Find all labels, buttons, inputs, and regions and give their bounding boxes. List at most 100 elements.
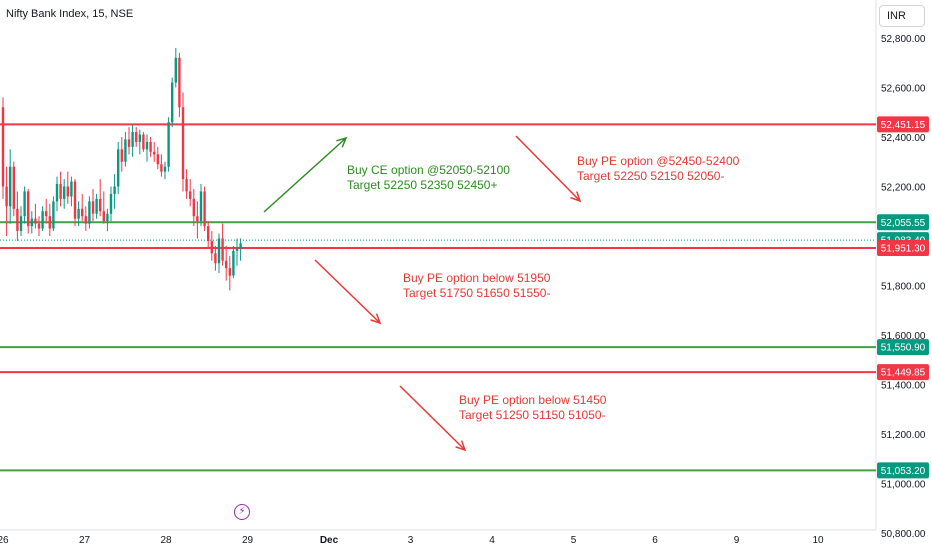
annotation-pe-buy-middle: Buy PE option below 51950 Target 51750 5… xyxy=(403,271,550,301)
date-tick-label: 28 xyxy=(160,535,172,546)
price-tick-label: 51,000.00 xyxy=(881,480,926,491)
candle-body xyxy=(106,213,109,222)
candle-body xyxy=(77,208,80,219)
candle-body xyxy=(88,201,91,224)
price-tick-label: 51,600.00 xyxy=(881,331,926,342)
candle-body xyxy=(84,216,87,224)
date-tick-label: 27 xyxy=(79,535,91,546)
candle-body xyxy=(131,132,134,147)
price-level-tag xyxy=(877,240,929,257)
lightning-icon[interactable]: ⚡ xyxy=(234,504,250,520)
annotation-pe-upper-line1: Buy PE option @52450-52400 xyxy=(577,154,740,168)
candle-body xyxy=(5,186,8,207)
candle-body xyxy=(55,184,59,202)
arrow-down-pe-upper-head xyxy=(570,191,582,203)
candle-body xyxy=(45,211,48,217)
candle-body xyxy=(239,243,242,249)
candle-body xyxy=(210,240,213,254)
annotation-pe-lower-line2: Target 51250 51150 51050- xyxy=(459,408,606,422)
candle-body xyxy=(23,191,26,217)
candle-body xyxy=(9,166,12,207)
candle-body xyxy=(235,248,239,251)
candle-body xyxy=(228,268,231,276)
candle-body xyxy=(34,218,37,224)
date-tick-label: 5 xyxy=(571,535,577,546)
candle-body xyxy=(73,181,77,219)
price-level-tag xyxy=(877,462,929,479)
candle-body xyxy=(81,208,84,217)
candle-body xyxy=(181,107,185,180)
candle-body xyxy=(1,107,5,187)
annotation-ce-line1: Buy CE option @52050-52100 xyxy=(347,163,510,177)
currency-selector[interactable]: INR xyxy=(879,5,925,27)
candle-body xyxy=(199,191,203,222)
candle-body xyxy=(12,166,15,209)
arrow-down-pe-upper xyxy=(515,135,581,202)
arrow-up-ce xyxy=(263,137,347,213)
candle-body xyxy=(27,191,30,227)
candle-body xyxy=(59,184,62,199)
candle-body xyxy=(145,141,149,150)
candle-body xyxy=(171,82,174,123)
annotation-pe-middle-line2: Target 51750 51650 51550- xyxy=(403,286,551,300)
candle-body xyxy=(153,151,156,155)
candle-body xyxy=(52,201,55,229)
price-tick-label: 51,400.00 xyxy=(881,381,926,392)
price-level-tag-label: 51,449.85 xyxy=(881,368,926,379)
candle-body xyxy=(63,186,66,199)
arrow-down-pe-lower-head xyxy=(455,440,467,452)
candle-body xyxy=(163,166,167,172)
annotation-ce-line2: Target 52250 52350 52450+ xyxy=(347,178,498,192)
candle-body xyxy=(207,226,210,241)
candle-body xyxy=(138,134,141,142)
candle-body xyxy=(203,191,206,227)
candle-body xyxy=(135,132,138,142)
price-tick-label: 52,400.00 xyxy=(881,133,926,144)
candle-body xyxy=(48,216,51,229)
candle-body xyxy=(232,250,235,276)
price-tick-label: 50,800.00 xyxy=(881,529,926,540)
annotation-pe-buy-upper: Buy PE option @52450-52400 Target 52250 … xyxy=(577,154,739,184)
price-tick-label: 52,600.00 xyxy=(881,84,926,95)
candle-body xyxy=(156,154,159,165)
candle-body xyxy=(214,253,217,264)
candle-body xyxy=(66,186,69,197)
annotation-pe-upper-line2: Target 52250 52150 52050- xyxy=(577,169,725,183)
annotation-ce-buy: Buy CE option @52050-52100 Target 52250 … xyxy=(347,163,510,193)
candle-body xyxy=(225,260,228,269)
candle-body xyxy=(160,164,163,172)
date-tick-label: 6 xyxy=(652,535,658,546)
price-level-tag-label: 51,951.30 xyxy=(881,244,926,255)
price-level-tag xyxy=(877,116,929,133)
candle-body xyxy=(70,181,73,197)
date-tick-label: 26 xyxy=(0,535,9,546)
annotation-pe-middle-line1: Buy PE option below 51950 xyxy=(403,271,551,285)
candle-body xyxy=(221,238,224,261)
candle-body xyxy=(149,141,152,152)
candle-body xyxy=(189,191,192,199)
candle-body xyxy=(167,122,170,167)
candle-body xyxy=(124,139,127,162)
candle-body xyxy=(109,193,113,214)
price-tick-label: 51,200.00 xyxy=(881,430,926,441)
date-tick-label: Dec xyxy=(320,535,339,546)
candle-body xyxy=(30,218,33,227)
candle-body xyxy=(99,198,102,212)
date-tick-label: 9 xyxy=(734,535,740,546)
arrow-down-pe-middle-head xyxy=(370,313,382,325)
price-tick-label: 51,800.00 xyxy=(881,282,926,293)
candle-body xyxy=(185,179,188,192)
arrow-down-pe-lower xyxy=(399,385,466,451)
price-level-tag-label: 52,055.55 xyxy=(881,218,926,229)
candle-body xyxy=(217,238,221,264)
price-level-tag-label: 51,550.90 xyxy=(881,343,926,354)
candle-body xyxy=(192,198,195,217)
candle-body xyxy=(117,149,120,187)
price-tick-label: 52,200.00 xyxy=(881,183,926,194)
candle-body xyxy=(113,186,116,194)
date-tick-label: 29 xyxy=(242,535,254,546)
candle-body xyxy=(37,223,41,229)
candle-body xyxy=(16,208,19,232)
candle-body xyxy=(41,211,44,229)
